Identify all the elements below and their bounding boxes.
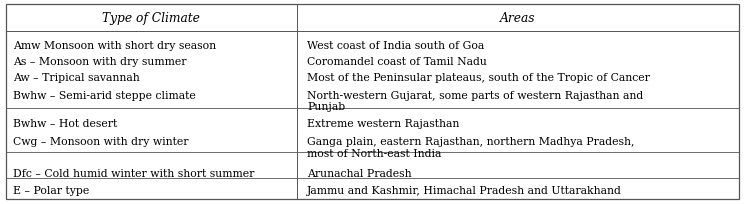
Text: Coromandel coast of Tamil Nadu: Coromandel coast of Tamil Nadu xyxy=(307,57,486,67)
Text: Bwhw – Hot desert: Bwhw – Hot desert xyxy=(13,119,118,129)
Text: West coast of India south of Goa: West coast of India south of Goa xyxy=(307,41,484,51)
Text: Arunachal Pradesh: Arunachal Pradesh xyxy=(307,168,411,178)
Text: Most of the Peninsular plateaus, south of the Tropic of Cancer: Most of the Peninsular plateaus, south o… xyxy=(307,73,650,83)
Text: Ganga plain, eastern Rajasthan, northern Madhya Pradesh,
most of North-east Indi: Ganga plain, eastern Rajasthan, northern… xyxy=(307,137,635,158)
Text: Type of Climate: Type of Climate xyxy=(102,12,200,25)
Text: E – Polar type: E – Polar type xyxy=(13,185,89,195)
Text: As – Monsoon with dry summer: As – Monsoon with dry summer xyxy=(13,57,187,67)
Text: Extreme western Rajasthan: Extreme western Rajasthan xyxy=(307,119,460,129)
Text: Areas: Areas xyxy=(500,12,536,25)
FancyBboxPatch shape xyxy=(6,5,739,199)
Text: Bwhw – Semi-arid steppe climate: Bwhw – Semi-arid steppe climate xyxy=(13,90,196,100)
Text: Aw – Tripical savannah: Aw – Tripical savannah xyxy=(13,73,140,83)
Text: Jammu and Kashmir, Himachal Pradesh and Uttarakhand: Jammu and Kashmir, Himachal Pradesh and … xyxy=(307,185,622,195)
Text: Cwg – Monsoon with dry winter: Cwg – Monsoon with dry winter xyxy=(13,137,189,147)
Text: North-western Gujarat, some parts of western Rajasthan and
Punjab: North-western Gujarat, some parts of wes… xyxy=(307,90,643,112)
Text: Amw Monsoon with short dry season: Amw Monsoon with short dry season xyxy=(13,41,217,51)
Text: Dfc – Cold humid winter with short summer: Dfc – Cold humid winter with short summe… xyxy=(13,168,255,178)
